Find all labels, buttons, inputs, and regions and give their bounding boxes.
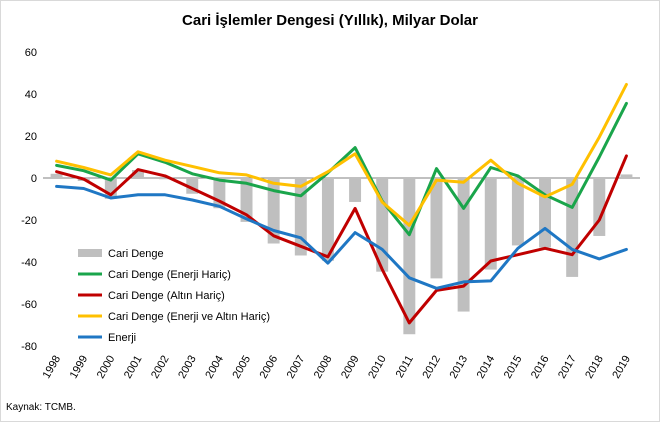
line-enerji: [55, 184, 628, 290]
bar-cari-denge: [430, 178, 443, 279]
line-altin-haric: [55, 154, 628, 325]
bar-cari-denge: [132, 170, 144, 178]
y-tick-label: -40: [21, 257, 37, 269]
bar-cari-denge: [620, 174, 633, 178]
legend-label: Cari Denge (Altın Hariç): [108, 290, 225, 302]
bar-cari-denge: [186, 178, 199, 194]
bar-cari-denge: [267, 178, 280, 244]
bar-cari-denge: [349, 178, 362, 202]
bar-cari-denge: [539, 178, 551, 248]
y-tick-label: -20: [21, 215, 37, 227]
legend-label: Cari Denge: [108, 248, 164, 260]
source-note: Kaynak: TCMB.: [6, 402, 76, 413]
bar-cari-denge: [240, 178, 253, 222]
bar-cari-denge: [213, 178, 226, 209]
legend: Cari Denge Cari Denge (Enerji Hariç) Cari …: [78, 248, 270, 344]
bar-cari-denge: [104, 178, 117, 199]
legend-label: Cari Denge (Enerji ve Altın Hariç): [108, 311, 270, 323]
legend-swatch-bar: [78, 249, 102, 257]
y-tick-label: -80: [21, 341, 37, 353]
bar-cari-denge: [159, 178, 172, 180]
y-tick-label: 20: [25, 131, 37, 143]
bar-cari-denge: [294, 178, 307, 256]
line-enerji-haric: [55, 101, 628, 237]
chart-title: Cari İşlemler Dengesi (Yıllık), Milyar D…: [182, 12, 478, 29]
bar-cari-denge: [321, 178, 334, 261]
bar-cari-denge: [403, 178, 416, 335]
bar-cari-denge: [566, 178, 579, 277]
bar-cari-denge: [457, 178, 470, 312]
y-tick-label: -60: [21, 299, 37, 311]
y-tick-label: 60: [25, 47, 37, 59]
line-enerji-altin-haric: [55, 83, 628, 227]
bar-cari-denge: [593, 178, 606, 236]
y-tick-label: 40: [25, 89, 37, 101]
bar-cari-denge: [376, 178, 389, 272]
bar-cari-denge: [484, 178, 497, 270]
legend-label: Cari Denge (Enerji Hariç): [108, 269, 231, 281]
y-tick-label: 0: [31, 173, 37, 185]
legend-label: Enerji: [108, 332, 136, 344]
bar-cari-denge: [511, 178, 524, 246]
bar-cari-denge: [50, 173, 63, 178]
